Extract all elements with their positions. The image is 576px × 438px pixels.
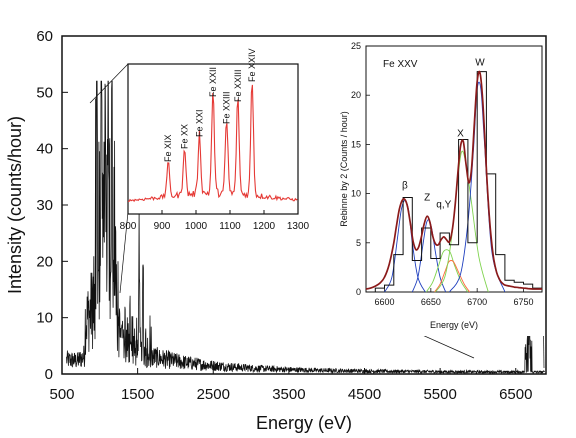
inset-fe-k-y-tick-label: 15 (351, 139, 361, 149)
inset-fe-l-ion-label: Fe XX (179, 124, 189, 149)
inset-fe-k-title: Fe XXV (383, 59, 418, 70)
main-y-ticks: 0 10 20 30 40 50 60 (36, 28, 68, 383)
inset-fe-l-x-tick-label: 1100 (219, 221, 241, 232)
main-y-axis-label: Intensity (counts/hour) (5, 116, 25, 294)
main-x-tick-label: 2500 (197, 386, 230, 403)
inset-fe-k-y-tick-label: 10 (351, 189, 361, 199)
main-x-tick-label: 1500 (121, 386, 154, 403)
zoom-guide-line (89, 63, 129, 104)
inset-fe-l-x-ticks: 800 900 1000 1100 1200 1300 (120, 210, 310, 232)
inset-fe-k-y-tick-label: 25 (351, 41, 361, 51)
inset-fe-k-line-label: β (402, 181, 408, 192)
main-x-ticks: 500 1500 2500 3500 4500 5500 6500 (49, 368, 532, 403)
main-x-tick-label: 3500 (272, 386, 305, 403)
main-spectrum-line (66, 80, 545, 375)
main-x-tick-label: 500 (49, 386, 74, 403)
main-y-tick-label: 60 (36, 28, 53, 45)
inset-fe-k-line-label: q,Y (436, 199, 451, 210)
inset-fe-k-series (365, 70, 543, 293)
inset-fe-k-x-axis-label: Energy (eV) (430, 320, 478, 330)
main-y-tick-label: 30 (36, 197, 53, 214)
inset-fe-l-ion-label: Fe XXI (194, 109, 204, 137)
inset-fe-k-line-label: W (475, 58, 485, 69)
main-x-axis-label: Energy (eV) (256, 413, 352, 433)
inset-fe-l-x-tick-label: 1200 (253, 221, 276, 232)
inset-fe-k-y-axis-label: Rebinne by 2 (Counts / hour) (339, 111, 349, 227)
inset-fe-k-y-tick-label: 20 (351, 90, 361, 100)
inset-fe-k-frame (365, 45, 543, 293)
inset-fe-l-x-tick-label: 1000 (185, 221, 208, 232)
main-y-tick-label: 0 (45, 366, 53, 383)
inset-fe-k-line-label: Z (424, 192, 430, 203)
inset-fe-k-series-line (434, 260, 471, 293)
inset-fe-k-x-tick-label: 6600 (375, 297, 395, 307)
inset-fe-k-x-tick-label: 6700 (467, 297, 487, 307)
inset-fe-l-ion-label: Fe XXIII (233, 69, 243, 102)
inset-fe-k-x-ticks: 6600 6650 6700 6750 (375, 288, 533, 307)
inset-fe-l-ion-label: Fe XXIV (247, 48, 257, 82)
main-x-tick-label: 5500 (423, 386, 456, 403)
zoom-guide-line (119, 211, 129, 294)
main-x-tick-label: 6500 (499, 386, 532, 403)
main-y-tick-label: 40 (36, 141, 53, 158)
inset-fe-l-ion-label: Fe XIX (163, 134, 173, 162)
inset-fe-l-x-tick-label: 1300 (287, 221, 310, 232)
inset-fe-l-frame (127, 63, 299, 215)
inset-fe-k-y-ticks: 0 5 10 15 20 25 (351, 41, 370, 297)
inset-fe-k-series-line (366, 71, 543, 293)
inset-fe-l-x-tick-label: 900 (154, 221, 171, 232)
inset-fe-l-ion-label: Fe XXIII (222, 91, 232, 124)
inset-fe-k-x-tick-label: 6650 (421, 297, 441, 307)
inset-fe-l-line (128, 84, 298, 203)
inset-fe-k-y-tick-label: 5 (356, 238, 361, 248)
inset-fe-k-series-line (365, 70, 543, 290)
inset-fe-k-line-label: X (457, 129, 464, 140)
inset-fe-l-ion-label: Fe XXII (208, 67, 218, 97)
inset-fe-k-y-tick-label: 0 (356, 287, 361, 297)
inset-fe-l-x-tick-label: 800 (120, 221, 137, 232)
inset-fe-k-background (320, 40, 544, 336)
main-y-tick-label: 10 (36, 310, 53, 327)
main-y-tick-label: 50 (36, 84, 53, 101)
main-y-tick-label: 20 (36, 253, 53, 270)
inset-fe-k-annotations: β Zq,Y X W (402, 58, 485, 211)
main-x-tick-label: 4500 (348, 386, 381, 403)
inset-fe-k-x-tick-label: 6750 (513, 297, 533, 307)
